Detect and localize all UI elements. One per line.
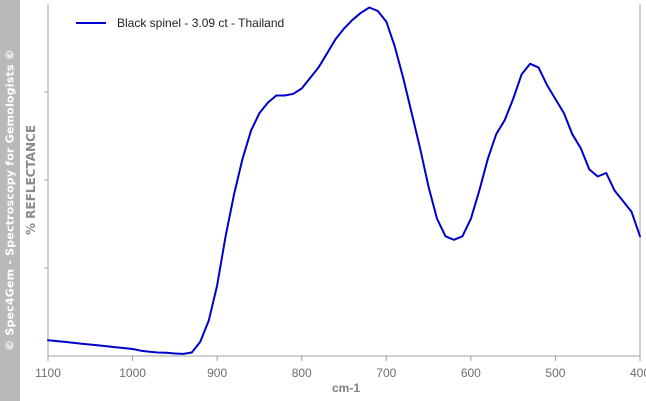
x-tick-label-2: 900 [207, 366, 227, 380]
series-layer [47, 6, 641, 355]
legend-label: Black spinel - 3.09 ct - Thailand [117, 16, 284, 30]
series-line-0 [47, 6, 641, 355]
x-tick-label-0: 1100 [35, 366, 61, 380]
x-tick-label-3: 800 [292, 366, 312, 380]
x-ticks: 1100 1000 900 800 700 600 500 400 [35, 356, 646, 380]
watermark-band: © Spec4Gem - Spectroscopy for Gemologist… [0, 0, 20, 401]
legend: Black spinel - 3.09 ct - Thailand [76, 16, 284, 30]
x-tick-label-1: 1000 [119, 366, 146, 380]
axes [44, 4, 641, 357]
x-tick-label-7: 400 [630, 366, 646, 380]
x-tick-label-4: 700 [376, 366, 396, 380]
x-tick-label-6: 500 [545, 366, 565, 380]
x-axis-label: cm-1 [332, 381, 360, 395]
x-tick-label-5: 600 [461, 366, 481, 380]
